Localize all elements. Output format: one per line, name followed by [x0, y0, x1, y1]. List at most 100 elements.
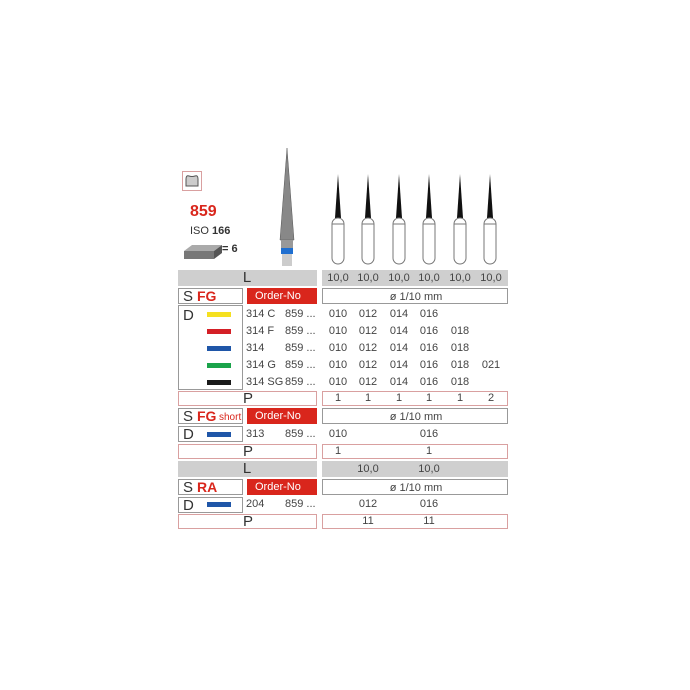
size-value: 016: [419, 342, 439, 354]
product-code: 204: [246, 498, 265, 510]
p-label: P: [242, 513, 254, 530]
size-value: 016: [419, 428, 439, 440]
order-no-header: Order-No: [247, 479, 317, 495]
p-row-values: [322, 391, 508, 406]
diameter-header: ø 1/10 mm: [322, 288, 508, 304]
length-value: 10,0: [418, 463, 440, 475]
size-value: 014: [389, 342, 409, 354]
iso-number: ISO 166: [190, 225, 230, 237]
pack-value: 11: [362, 515, 374, 527]
pack-box-icon: [184, 245, 224, 264]
s-label: S: [183, 408, 194, 425]
length-value: 10,0: [418, 272, 440, 284]
pack-value: 1: [456, 392, 464, 404]
size-value: 014: [389, 376, 409, 388]
p-row-values: [322, 444, 508, 459]
size-value: 010: [328, 308, 348, 320]
length-value: 10,0: [327, 272, 349, 284]
length-value: 10,0: [388, 272, 410, 284]
pack-value: 1: [334, 445, 342, 457]
reference-number: 859 ...: [285, 376, 316, 388]
s-label: S: [183, 288, 194, 305]
iso-value: 166: [212, 225, 231, 237]
size-value: 014: [389, 308, 409, 320]
size-value: 016: [419, 308, 439, 320]
length-value: 10,0: [480, 272, 502, 284]
diameter-label: ø 1/10 mm: [389, 482, 443, 494]
shank-fgshort-label: S FG short: [178, 408, 243, 425]
length-value: 10,0: [449, 272, 471, 284]
product-code: 314 F: [246, 325, 275, 337]
reference-number: 859 ...: [285, 342, 316, 354]
size-value: 016: [419, 376, 439, 388]
product-code: 314 C: [246, 308, 276, 320]
product-code: 314: [246, 342, 265, 354]
d-label: D: [183, 497, 194, 514]
reference-number: 859 ...: [285, 308, 316, 320]
color-swatch: [207, 312, 231, 317]
s-label: S: [183, 479, 194, 496]
size-value: 016: [419, 498, 439, 510]
shank-suffix: short: [219, 412, 242, 423]
size-value: 016: [419, 359, 439, 371]
size-value: 021: [481, 359, 501, 371]
d-label: D: [183, 426, 194, 443]
pack-value: 2: [487, 392, 495, 404]
tooth-crown-icon: [182, 171, 202, 191]
product-code: 314 G: [246, 359, 276, 371]
l-label: L: [242, 460, 252, 477]
p-row-label: P: [178, 513, 317, 530]
size-value: 014: [389, 325, 409, 337]
shank-type: FG: [197, 288, 217, 304]
size-value: 012: [358, 342, 378, 354]
size-value: 010: [328, 376, 348, 388]
p-row-label: P: [178, 391, 317, 407]
color-swatch: [207, 502, 231, 507]
length-value: 10,0: [357, 463, 379, 475]
size-value: 010: [328, 325, 348, 337]
bur-silhouettes: [322, 172, 508, 272]
size-value: 014: [389, 359, 409, 371]
l-label: L: [242, 269, 252, 286]
size-value: 018: [450, 359, 470, 371]
size-value: 012: [358, 308, 378, 320]
size-value: 010: [328, 428, 348, 440]
product-code: 314 SG: [246, 376, 284, 388]
size-value: 018: [450, 325, 470, 337]
shank-fg-label: S FG: [178, 288, 243, 305]
p-label: P: [242, 443, 254, 460]
diameter-header: ø 1/10 mm: [322, 408, 508, 424]
size-value: 012: [358, 325, 378, 337]
model-number: 859: [190, 203, 217, 220]
pack-value: 1: [395, 392, 403, 404]
p-row-label: P: [178, 443, 317, 460]
diameter-header: ø 1/10 mm: [322, 479, 508, 495]
color-swatch: [207, 346, 231, 351]
shank-type: FG: [197, 408, 217, 424]
size-value: 010: [328, 342, 348, 354]
length-row-values: [322, 270, 508, 286]
length-row-values: [322, 461, 508, 477]
pack-value: 1: [364, 392, 372, 404]
color-swatch: [207, 380, 231, 385]
size-value: 018: [450, 376, 470, 388]
shank-type: RA: [197, 479, 218, 495]
pack-value: 11: [423, 515, 435, 527]
p-row-values: [322, 514, 508, 529]
pack-value: 1: [425, 445, 433, 457]
pack-quantity: = 6: [222, 243, 238, 255]
reference-number: 859 ...: [285, 428, 316, 440]
product-code: 313: [246, 428, 265, 440]
pack-value: 1: [425, 392, 433, 404]
size-value: 012: [358, 498, 378, 510]
reference-number: 859 ...: [285, 359, 316, 371]
d-label: D: [183, 307, 194, 324]
diameter-label: ø 1/10 mm: [389, 411, 443, 423]
color-swatch: [207, 363, 231, 368]
length-row-label: L: [178, 270, 317, 286]
color-swatch: [207, 329, 231, 334]
order-no-header: Order-No: [247, 288, 317, 304]
size-value: 012: [358, 359, 378, 371]
order-no-header: Order-No: [247, 408, 317, 424]
color-swatch: [207, 432, 231, 437]
